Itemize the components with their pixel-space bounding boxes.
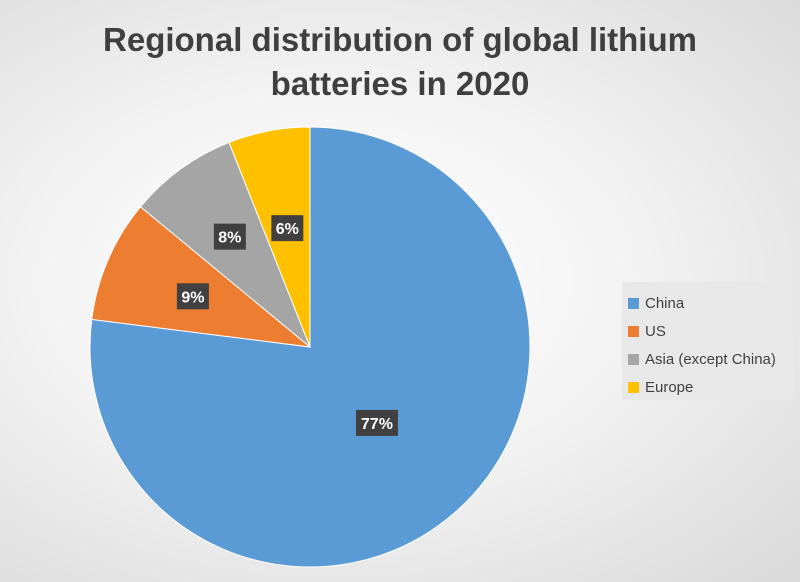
legend-swatch-china [628, 297, 639, 309]
legend-item-china: China [628, 289, 794, 317]
data-label-text-asia-except-china: 8% [218, 230, 241, 247]
legend-label-us: US [645, 322, 666, 340]
data-label-text-china: 77% [361, 416, 393, 433]
pie-slice-us [91, 206, 312, 348]
data-label-box-us [176, 283, 209, 310]
chart-legend: China US Asia (except China) Europe [622, 282, 794, 400]
data-label-europe: 6% [271, 215, 304, 242]
pie-slice-europe [228, 126, 311, 348]
data-label-text-us: 9% [181, 289, 204, 306]
legend-label-asia-except-china: Asia (except China) [645, 350, 776, 368]
chart-title-line-1: Regional distribution of global lithium [103, 21, 697, 58]
legend-item-asia-except-china: Asia (except China) [628, 345, 794, 373]
legend-item-europe: Europe [628, 373, 794, 401]
data-label-text-europe: 6% [276, 221, 299, 238]
legend-item-us: US [628, 317, 794, 345]
legend-swatch-us [628, 325, 639, 337]
chart-title: Regional distribution of global lithium … [0, 18, 800, 106]
data-label-box-asia-except-china [213, 223, 246, 250]
data-label-box-china [355, 409, 398, 436]
data-label-asia-except-china: 8% [213, 223, 246, 250]
chart-title-line-2: batteries in 2020 [270, 65, 530, 102]
data-label-box-europe [271, 215, 304, 242]
legend-swatch-europe [628, 381, 639, 393]
legend-swatch-asia-except-china [628, 353, 639, 365]
data-label-us: 9% [176, 283, 209, 310]
legend-label-europe: Europe [645, 378, 694, 396]
data-label-china: 77% [355, 409, 398, 436]
legend-label-china: China [645, 294, 685, 312]
